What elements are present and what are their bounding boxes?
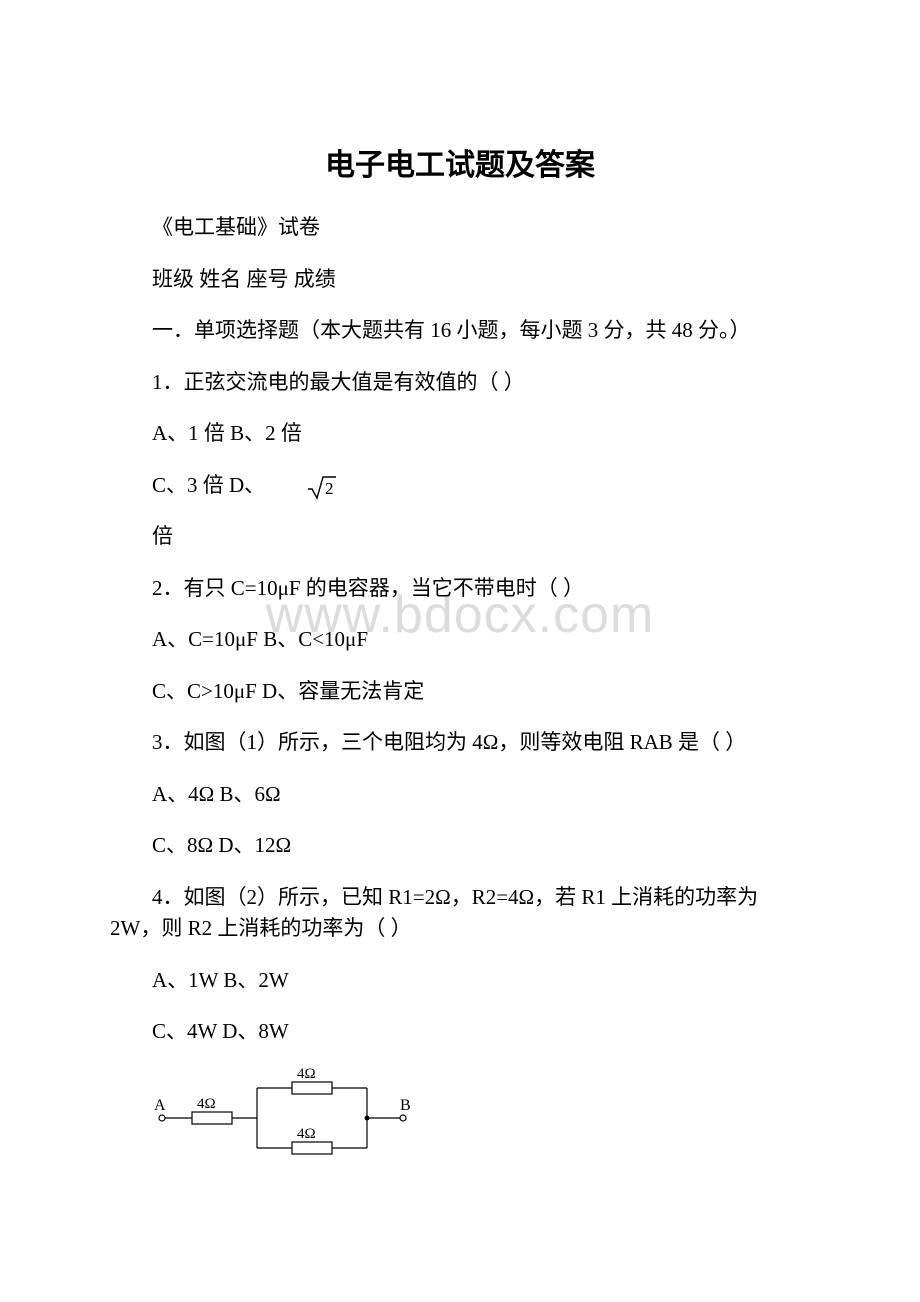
resistor-bottom-icon: [292, 1142, 332, 1154]
page-title: 电子电工试题及答案: [110, 140, 810, 184]
q2-opt-cd: C、C>10μF D、容量无法肯定: [110, 676, 810, 708]
resistor-top-label: 4Ω: [297, 1068, 316, 1082]
resistor-bottom-label: 4Ω: [297, 1126, 316, 1142]
document-content: 电子电工试题及答案 《电工基础》试卷 班级 姓名 座号 成绩 一．单项选择题（本…: [110, 140, 810, 1173]
q4-opt-ab: A、1W B、2W: [110, 965, 810, 997]
sqrt-value: 2: [325, 479, 334, 498]
terminal-a-icon: [159, 1115, 165, 1121]
terminal-b-icon: [400, 1115, 406, 1121]
resistor-left-label: 4Ω: [197, 1096, 216, 1112]
label-a: A: [154, 1097, 166, 1114]
section-header: 一．单项选择题（本大题共有 16 小题，每小题 3 分，共 48 分。）: [110, 315, 810, 347]
circuit-diagram: A 4Ω 4Ω 4Ω B: [142, 1068, 810, 1173]
label-b: B: [400, 1097, 411, 1114]
q1-opt-ab: A、1 倍 B、2 倍: [110, 418, 810, 450]
q1-unit: 倍: [110, 521, 810, 553]
q3-text: 3．如图（1）所示，三个电阻均为 4Ω，则等效电阻 RAB 是（ ）: [110, 727, 810, 759]
q3-opt-cd: C、8Ω D、12Ω: [110, 830, 810, 862]
q3-opt-ab: A、4Ω B、6Ω: [110, 779, 810, 811]
q2-text: 2．有只 C=10μF 的电容器，当它不带电时（ ）: [110, 573, 810, 605]
subtitle: 《电工基础》试卷: [110, 212, 810, 244]
q4-opt-cd: C、4W D、8W: [110, 1016, 810, 1048]
q1-text: 1．正弦交流电的最大值是有效值的（ ）: [110, 367, 810, 399]
q1-opt-cd: C、3 倍 D、 2: [110, 470, 810, 502]
header-fields: 班级 姓名 座号 成绩: [110, 264, 810, 296]
q4-text: 4．如图（2）所示，已知 R1=2Ω，R2=4Ω，若 R1 上消耗的功率为 2W…: [110, 882, 810, 945]
sqrt-icon: 2: [265, 474, 337, 500]
q1-opt-c-pre: C、3 倍 D、: [152, 473, 265, 497]
resistor-top-icon: [292, 1082, 332, 1094]
resistor-left-icon: [192, 1112, 232, 1124]
q2-opt-ab: A、C=10μF B、C<10μF: [110, 624, 810, 656]
